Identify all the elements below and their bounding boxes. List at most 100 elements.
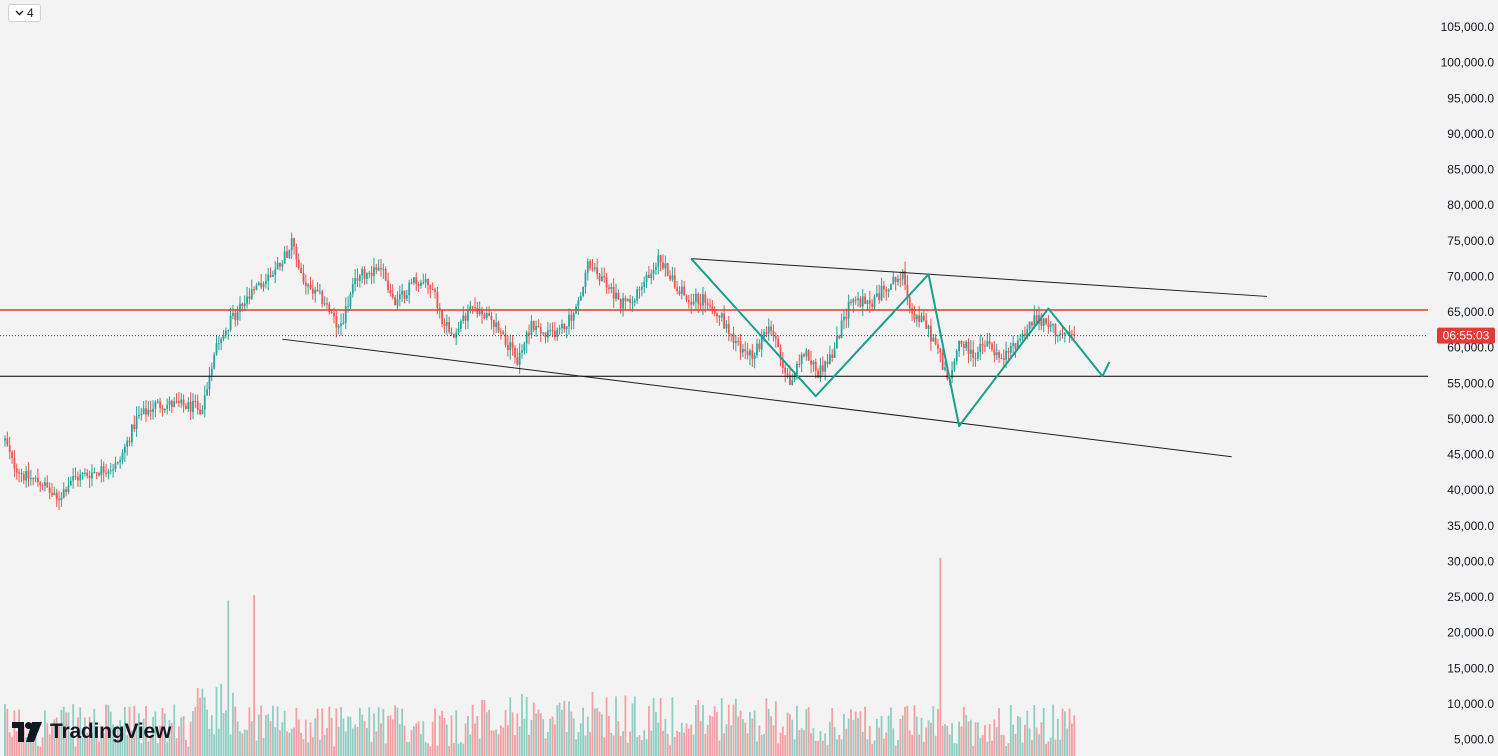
volume-bar — [582, 707, 584, 756]
volume-bar — [826, 744, 829, 756]
candle — [516, 348, 519, 367]
candle-body — [511, 342, 514, 348]
candle-body — [944, 367, 946, 370]
channel-top-line[interactable] — [691, 258, 1267, 297]
candle — [98, 471, 100, 477]
layout-dropdown-button[interactable]: 4 — [8, 4, 41, 22]
candle — [178, 391, 180, 408]
candle — [692, 293, 695, 306]
candle-body — [185, 405, 187, 409]
volume-bar — [257, 714, 260, 756]
volume-bar — [678, 732, 681, 756]
candle — [492, 319, 495, 335]
candle — [699, 293, 702, 310]
candle — [109, 463, 112, 475]
volume-bar — [521, 694, 523, 756]
candle — [58, 491, 60, 511]
volume-bar — [420, 734, 422, 756]
volume-bar — [948, 734, 951, 756]
candle — [206, 382, 208, 396]
candle-body — [337, 325, 340, 328]
candle — [1047, 315, 1050, 334]
candle-body — [716, 313, 718, 317]
volume-bar — [1026, 710, 1029, 756]
candle-body — [455, 332, 458, 338]
candle-body — [102, 466, 105, 473]
volume-bar — [730, 725, 733, 756]
candle-body — [368, 272, 371, 274]
candle-body — [631, 302, 634, 304]
candle-body — [1073, 334, 1076, 336]
volume-bar — [95, 730, 98, 756]
volume-bar — [260, 705, 263, 756]
candle — [826, 353, 829, 368]
candle — [687, 294, 690, 309]
candle — [196, 394, 199, 415]
candle — [4, 435, 6, 447]
candle-body — [558, 328, 561, 330]
volume-bar — [311, 737, 314, 756]
volume-bar — [612, 735, 615, 756]
volume-bar — [161, 708, 164, 756]
volume-bar — [861, 731, 864, 756]
drawing-layer — [0, 258, 1428, 458]
candle — [22, 471, 25, 485]
candle — [955, 348, 958, 365]
candle-body — [239, 303, 241, 313]
volume-bar — [79, 707, 82, 756]
candle-body — [1000, 357, 1003, 359]
candle-body — [530, 320, 533, 335]
candle — [974, 352, 977, 367]
candle-body — [514, 347, 516, 358]
volume-bar — [323, 734, 326, 756]
volume-bar — [1042, 707, 1045, 756]
volume-bar — [443, 718, 446, 756]
volume-bar — [476, 716, 479, 756]
volume-bar — [361, 714, 364, 756]
tradingview-logo[interactable]: TradingView — [12, 720, 171, 744]
volume-bar — [655, 711, 657, 756]
volume-bar — [403, 725, 406, 756]
volume-bar — [140, 743, 143, 756]
candle-body — [347, 305, 349, 307]
volume-bar — [286, 731, 288, 756]
candle — [521, 344, 523, 359]
volume-bar — [391, 719, 394, 756]
volume-bar — [824, 733, 827, 756]
volume-bar — [509, 697, 512, 756]
candle-body — [885, 289, 888, 292]
candle-body — [930, 325, 932, 342]
volume-bar — [636, 737, 639, 756]
candle-body — [74, 476, 77, 478]
volume-bar — [535, 713, 537, 756]
candle — [598, 272, 601, 286]
candle-body — [478, 310, 481, 315]
candle — [988, 333, 991, 350]
candle — [979, 334, 982, 361]
volume-bar — [375, 731, 378, 756]
price-tick-label: 95,000.0 — [1447, 91, 1494, 105]
candle-body — [655, 266, 657, 270]
candle-body — [342, 322, 345, 324]
volume-bar — [598, 711, 601, 756]
candle-body — [528, 332, 530, 335]
volume-bar — [417, 721, 420, 756]
candle — [326, 297, 328, 309]
candle — [880, 277, 883, 302]
candle — [610, 282, 613, 294]
candle — [875, 285, 878, 298]
volume-bar — [481, 699, 483, 756]
price-axis[interactable]: 105,000.0 100,000.0 95,000.0 90,000.0 85,000… — [1428, 0, 1498, 756]
candle — [843, 310, 845, 330]
channel-bottom-line[interactable] — [282, 338, 1232, 458]
candle-body — [730, 333, 733, 335]
volume-bar — [751, 718, 754, 756]
pattern-path[interactable] — [690, 258, 1104, 428]
candle-body — [852, 299, 855, 303]
candle-body — [326, 303, 328, 305]
candle — [706, 298, 709, 310]
volume-bar — [215, 686, 218, 756]
candle-body — [1031, 322, 1033, 326]
volume-bar — [873, 740, 876, 756]
